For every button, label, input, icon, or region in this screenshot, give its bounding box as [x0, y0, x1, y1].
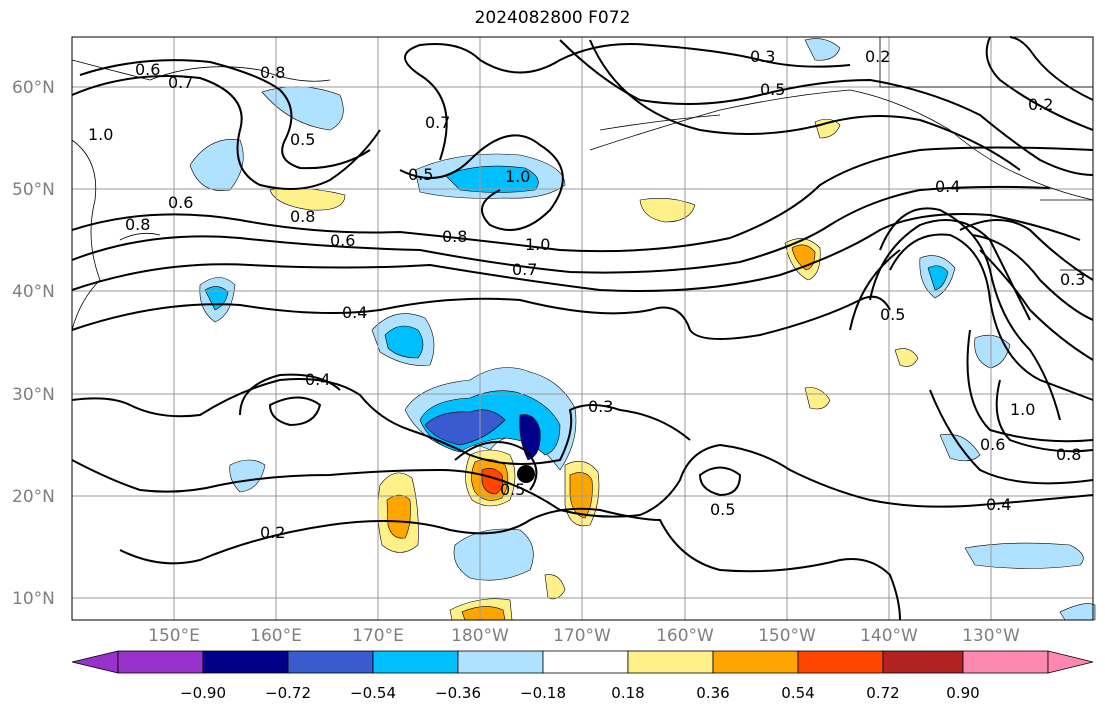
- lat-label: 30°N: [12, 385, 55, 405]
- contour-label: 0.4: [986, 495, 1011, 514]
- colorbar-tick-label: 0.72: [866, 684, 900, 702]
- contour-label: 0.2: [1028, 95, 1053, 114]
- contour-label: 0.5: [500, 480, 525, 499]
- lat-label: 10°N: [12, 589, 55, 609]
- contour-label: 1.0: [88, 125, 113, 144]
- contour-label: 1.0: [1010, 400, 1035, 419]
- colorbar-tick-label: −0.18: [520, 684, 566, 702]
- contour-label: 0.5: [760, 80, 785, 99]
- contour-label: 0.2: [260, 523, 285, 542]
- colorbar: [71, 650, 1094, 674]
- contour-label: 0.8: [1056, 445, 1081, 464]
- colorbar-tick-label: −0.72: [265, 684, 311, 702]
- colorbar-tick-label: 0.90: [946, 684, 980, 702]
- contour-label: 0.3: [750, 47, 775, 66]
- contour-label: 0.6: [168, 193, 193, 212]
- coastlines: [71, 37, 1094, 331]
- shaded-anomalies: [189, 38, 1096, 621]
- lat-label: 50°N: [12, 180, 55, 200]
- contour-label: 0.8: [260, 63, 285, 82]
- colorbar-tick-label: 0.54: [781, 684, 815, 702]
- lon-label: 150°E: [148, 626, 200, 646]
- lon-label: 160°W: [656, 626, 714, 646]
- contour-labels: 0.4 0.4 0.4 0.4 0.6 0.6 0.6 0.6 0.8 0.8 …: [88, 47, 1085, 542]
- colorbar-tick-label: 0.36: [696, 684, 730, 702]
- contour-label: 0.5: [408, 165, 433, 184]
- lat-label: 20°N: [12, 487, 55, 507]
- map-frame: [71, 36, 1094, 621]
- lon-label: 170°W: [553, 626, 611, 646]
- contour-label: 0.5: [290, 130, 315, 149]
- storm-center-marker: [517, 465, 535, 483]
- lon-label: 140°W: [860, 626, 918, 646]
- lon-label: 160°E: [250, 626, 302, 646]
- contour-label: 0.5: [880, 305, 905, 324]
- contour-label: 1.0: [505, 167, 530, 186]
- contour-label: 0.3: [1060, 270, 1085, 289]
- contour-label: 0.4: [305, 370, 330, 389]
- colorbar-tick-label: −0.54: [350, 684, 396, 702]
- contour-label: 0.7: [168, 73, 193, 92]
- map-title: 2024082800 F072: [474, 8, 631, 28]
- contour-label: 0.6: [980, 435, 1005, 454]
- contour-label: 0.7: [512, 260, 537, 279]
- colorbar-tick-label: −0.36: [435, 684, 481, 702]
- contour-label: 0.6: [135, 60, 160, 79]
- colorbar-tick-label: 0.18: [611, 684, 645, 702]
- contour-label: 0.3: [588, 397, 613, 416]
- lat-label: 60°N: [12, 78, 55, 98]
- contour-label: 0.8: [290, 207, 315, 226]
- lat-label: 40°N: [12, 282, 55, 302]
- contour-label: 0.7: [425, 113, 450, 132]
- colorbar-tick-label: −0.90: [180, 684, 226, 702]
- lon-label: 180°W: [451, 626, 509, 646]
- colorbar-extend-min: [71, 650, 119, 674]
- colorbar-extend-max: [1047, 650, 1094, 674]
- contours: [71, 36, 1094, 621]
- contour-label: 0.8: [125, 215, 150, 234]
- contour-label: 0.4: [935, 177, 960, 196]
- lon-label: 150°W: [758, 626, 816, 646]
- contour-label: 0.5: [710, 500, 735, 519]
- contour-label: 1.0: [525, 235, 550, 254]
- lon-label: 130°W: [962, 626, 1020, 646]
- contour-label: 0.4: [342, 303, 367, 322]
- contour-label: 0.8: [442, 227, 467, 246]
- lon-label: 170°E: [352, 626, 404, 646]
- contour-label: 0.2: [865, 47, 890, 66]
- contour-label: 0.6: [330, 231, 355, 250]
